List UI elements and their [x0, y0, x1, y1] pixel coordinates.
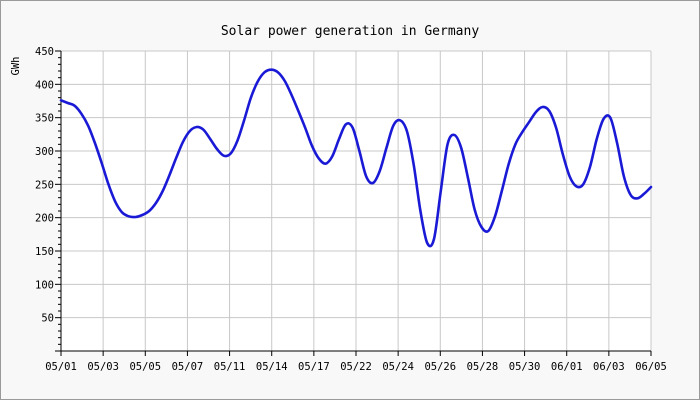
- series-line-solar: [59, 68, 653, 248]
- x-tick-label: 05/05: [129, 361, 161, 373]
- x-tick-label: 06/01: [551, 361, 583, 373]
- y-axis-label: GWh: [10, 57, 22, 76]
- x-tick-label: 06/05: [635, 361, 667, 373]
- y-tick-label: 200: [35, 213, 54, 225]
- x-tick-label: 05/14: [256, 361, 288, 373]
- x-tick-label: 05/24: [382, 361, 414, 373]
- x-tick-label: 05/07: [172, 361, 204, 373]
- x-tick-labels: 05/01 05/03 05/05 05/07 05/11 05/14 05/17 05/22…: [45, 361, 667, 373]
- chart-title: Solar power generation in Germany: [221, 24, 479, 39]
- x-tick-label: 05/01: [45, 361, 77, 373]
- y-tick-label: 450: [35, 46, 54, 58]
- x-tick-label: 05/22: [340, 361, 372, 373]
- x-tick-label: 05/03: [87, 361, 119, 373]
- y-tick-labels: 50 100 150 200 250 300 350 400 450: [35, 46, 54, 325]
- x-tick-label: 05/17: [298, 361, 330, 373]
- x-tick-label: 06/03: [593, 361, 625, 373]
- y-tick-label: 50: [41, 313, 54, 325]
- x-tick-label: 05/26: [424, 361, 456, 373]
- y-tick-label: 150: [35, 246, 54, 258]
- x-tick-label: 05/11: [214, 361, 246, 373]
- y-tick-label: 400: [35, 79, 54, 91]
- y-tick-label: 300: [35, 146, 54, 158]
- x-tick-label: 05/30: [509, 361, 541, 373]
- y-tick-label: 100: [35, 279, 54, 291]
- y-tick-label: 250: [35, 179, 54, 191]
- x-tick-label: 05/28: [467, 361, 499, 373]
- y-tick-label: 350: [35, 113, 54, 125]
